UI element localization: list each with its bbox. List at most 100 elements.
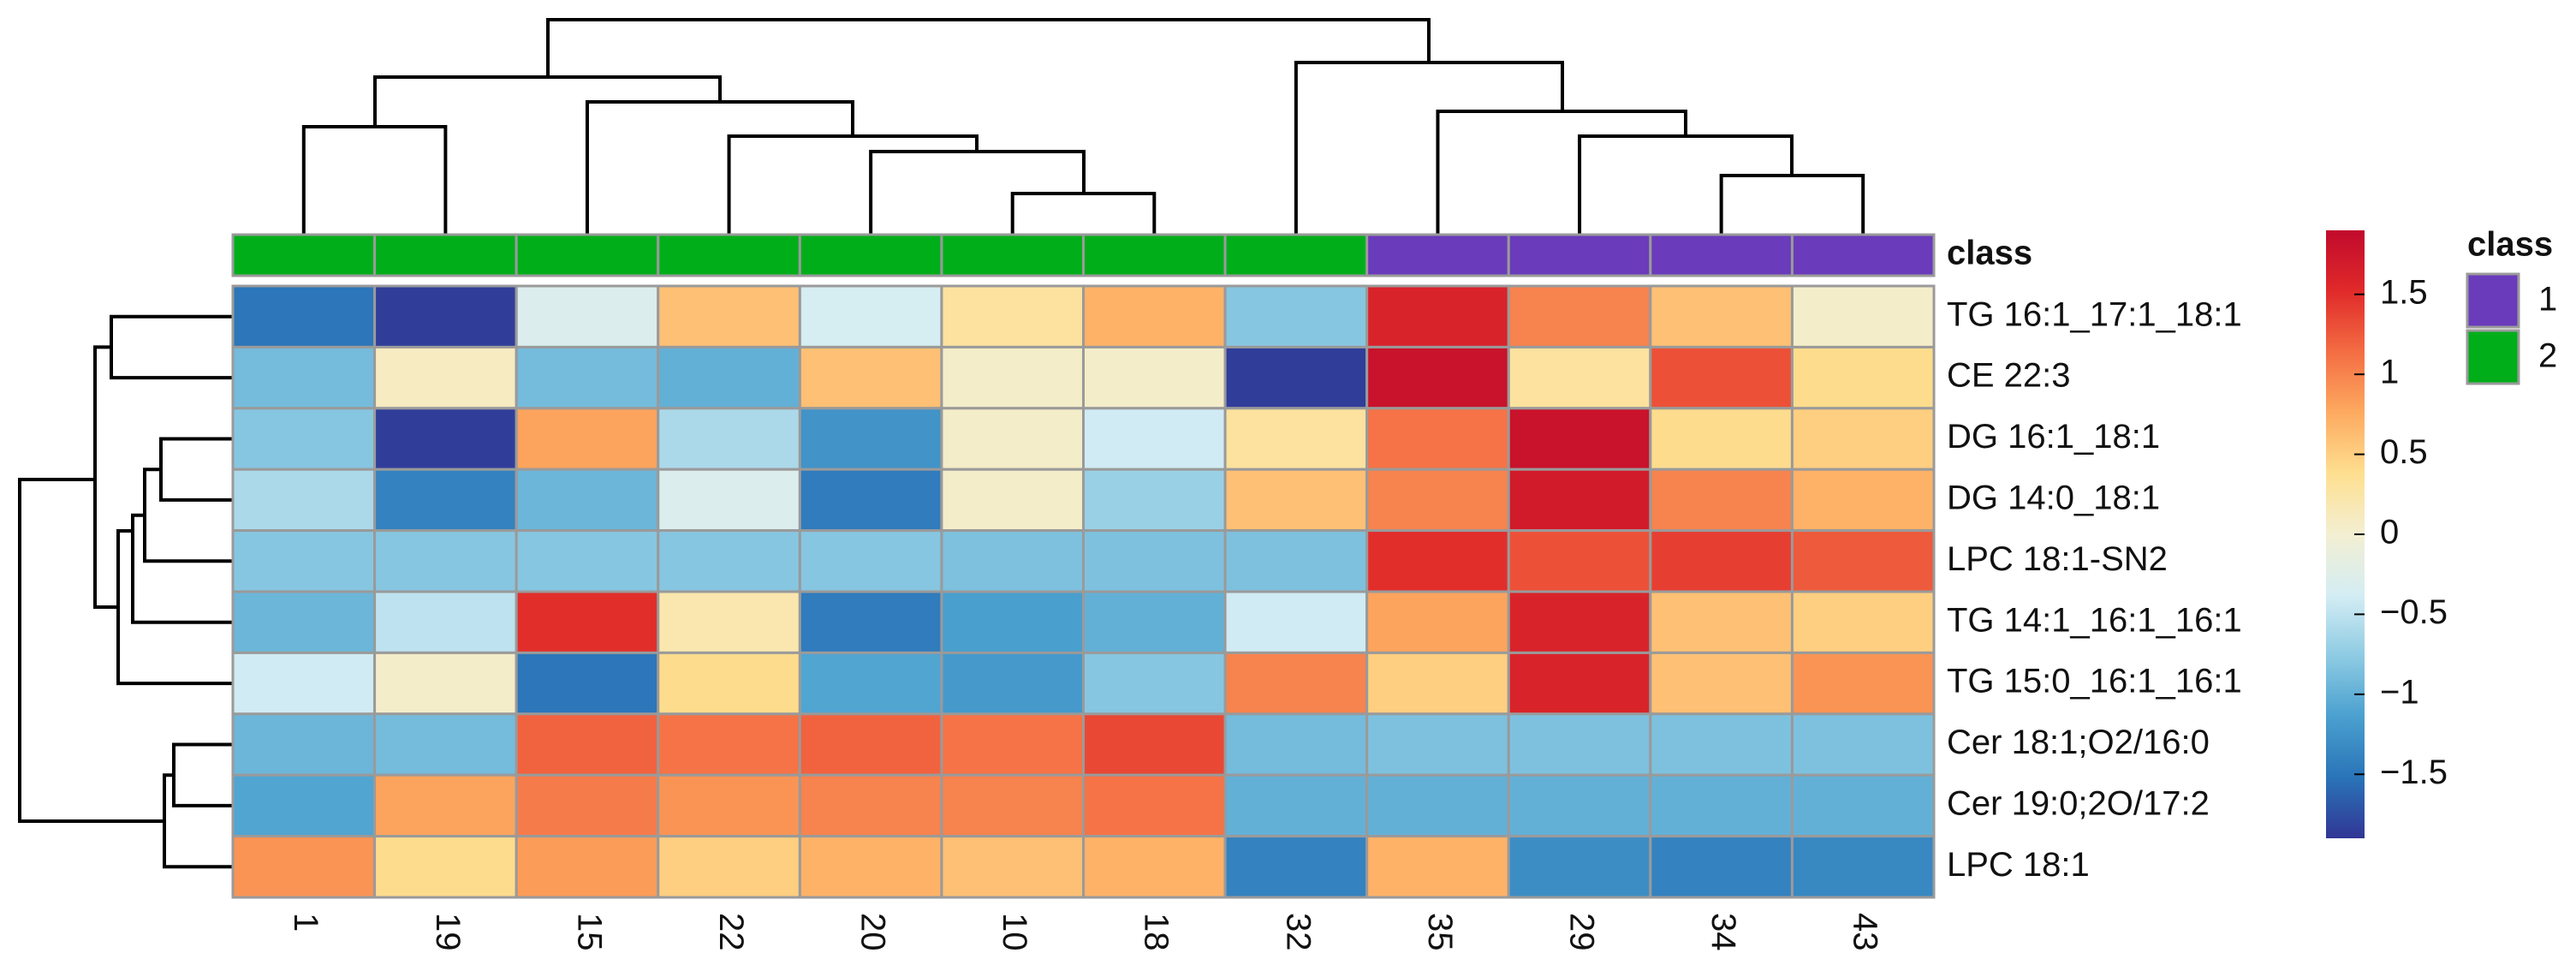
heatmap-cell — [1507, 407, 1652, 471]
heatmap-cell — [231, 712, 377, 777]
heatmap-cell — [1223, 773, 1369, 838]
row-label: Cer 18:1;O2/16:0 — [1947, 724, 2210, 761]
row-label: TG 16:1_17:1_18:1 — [1947, 295, 2242, 333]
dendrogram-branch — [1578, 134, 1794, 235]
heatmap-cell — [940, 468, 1085, 533]
heatmap-cell — [515, 590, 660, 654]
class-cell — [373, 233, 518, 277]
heatmap-cell — [231, 345, 377, 410]
heatmap-cell — [657, 835, 801, 899]
heatmap-cell — [231, 651, 377, 716]
heatmap-cell — [1365, 284, 1510, 349]
heatmap-cell — [798, 835, 943, 899]
heatmap-cell — [231, 468, 377, 533]
heatmap-cell — [515, 345, 660, 410]
heatmap-cell — [1790, 407, 1936, 471]
heatmap-cell — [1507, 835, 1652, 899]
heatmap-cell — [231, 529, 377, 593]
heatmap-cell — [798, 712, 943, 777]
colorbar-tick-label: 1 — [2380, 354, 2399, 391]
colorbar-tick-label: 0 — [2380, 514, 2399, 551]
heatmap-cell — [1790, 651, 1936, 716]
heatmap-cell — [1507, 712, 1652, 777]
heatmap-cell — [1082, 529, 1227, 593]
heatmap-cell — [657, 651, 801, 716]
heatmap-cell — [1365, 773, 1510, 838]
legend-label: 2 — [2538, 337, 2557, 375]
class-cell — [1507, 233, 1652, 277]
heatmap-cell — [515, 773, 660, 838]
dendrogram-branch — [93, 345, 118, 609]
heatmap-cell — [231, 773, 377, 838]
heatmap-cell — [1082, 773, 1227, 838]
heatmap-cell — [1082, 284, 1227, 349]
heatmap-cell — [940, 529, 1085, 593]
heatmap-cell — [1082, 651, 1227, 716]
column-label: 32 — [1279, 913, 1317, 951]
heatmap-cell — [373, 773, 518, 838]
heatmap-cell — [1365, 590, 1510, 654]
heatmap-cell — [1223, 407, 1369, 471]
legend-swatch — [2466, 272, 2520, 329]
heatmap-cell — [1507, 345, 1652, 410]
heatmap-cell — [373, 407, 518, 471]
colorbar-tick-label: −0.5 — [2380, 593, 2448, 631]
dendrograms — [18, 18, 1865, 869]
heatmap-cell — [373, 284, 518, 349]
heatmap-cell — [373, 590, 518, 654]
heatmap-cell — [1649, 529, 1794, 593]
heatmap-cell — [373, 345, 518, 410]
heatmap-cell — [373, 712, 518, 777]
heatmap-cell — [515, 835, 660, 899]
class-cell — [231, 233, 377, 277]
heatmap-cell — [231, 407, 377, 471]
heatmap-cell — [1790, 773, 1936, 838]
heatmap-cell — [1507, 284, 1652, 349]
dendrogram-branch — [110, 314, 233, 380]
dendrogram-branch — [116, 529, 233, 686]
heatmap-cell — [798, 590, 943, 654]
heatmap-cell — [1649, 773, 1794, 838]
row-label: LPC 18:1 — [1947, 846, 2090, 884]
heatmap-cell — [1649, 590, 1794, 654]
heatmap-cell — [1082, 468, 1227, 533]
row-label: TG 14:1_16:1_16:1 — [1947, 601, 2242, 639]
column-label: 10 — [996, 913, 1033, 951]
column-label: 29 — [1562, 913, 1600, 951]
class-cell — [1649, 233, 1794, 277]
legend-label: 1 — [2538, 281, 2557, 319]
heatmap-cell — [1365, 712, 1510, 777]
heatmap-cell — [940, 590, 1085, 654]
heatmap-cell — [940, 284, 1085, 349]
heatmap-cell — [657, 468, 801, 533]
column-label: 20 — [854, 913, 892, 951]
heatmap-cell — [373, 529, 518, 593]
heatmap-cell — [515, 284, 660, 349]
heatmap-cell — [1223, 712, 1369, 777]
dendrogram-branch — [1436, 110, 1687, 235]
heatmap-cell — [940, 345, 1085, 410]
legend-swatch — [2466, 329, 2520, 385]
heatmap-cell — [1507, 773, 1652, 838]
heatmap-cell — [1649, 284, 1794, 349]
dendrogram-branch — [143, 468, 233, 563]
heatmap-cell — [1649, 345, 1794, 410]
dendrogram-branch — [159, 437, 233, 502]
dendrogram-branch — [546, 18, 1431, 77]
colorbar-tick-label: −1 — [2380, 673, 2419, 711]
heatmap-cell — [231, 835, 377, 899]
heatmap-cell — [940, 407, 1085, 471]
heatmap-cell — [798, 468, 943, 533]
heatmap-cell — [657, 712, 801, 777]
annotation-title: class — [1947, 235, 2032, 272]
heatmap-cell — [1082, 712, 1227, 777]
heatmap-cell — [1507, 651, 1652, 716]
heatmap-cell — [373, 651, 518, 716]
class-cell — [1223, 233, 1369, 277]
row-label: TG 15:0_16:1_16:1 — [1947, 663, 2242, 700]
heatmap-cell — [940, 773, 1085, 838]
heatmap-cell — [1790, 345, 1936, 410]
heatmap-cell — [231, 590, 377, 654]
heatmap-cell — [657, 773, 801, 838]
heatmap-cell — [1790, 712, 1936, 777]
